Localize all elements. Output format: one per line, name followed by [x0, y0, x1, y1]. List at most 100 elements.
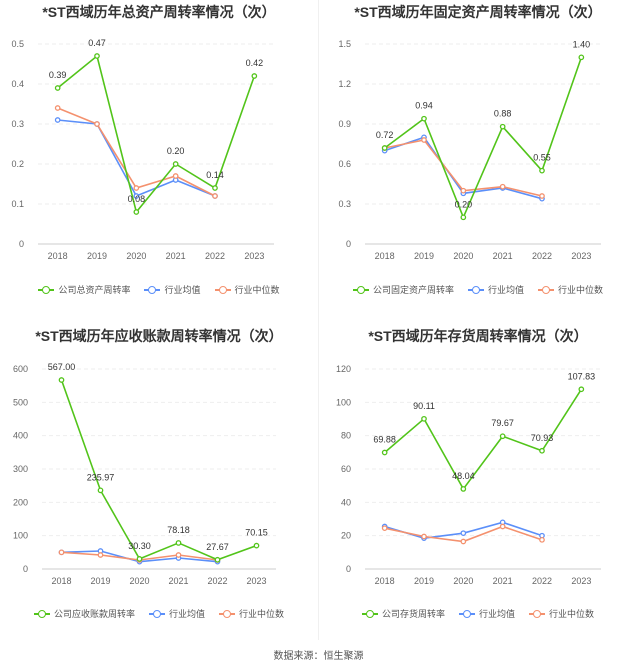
y-tick-label: 0.5 — [11, 39, 24, 49]
legend-item-company[interactable]: 公司存货周转率 — [361, 607, 445, 620]
data-point — [381, 525, 388, 532]
legend-item-industry-mean[interactable]: 行业均值 — [467, 283, 524, 296]
chart-title: *ST西域历年应收账款周转率情况（次） — [35, 328, 283, 344]
y-tick-label: 300 — [13, 464, 28, 474]
x-tick-label: 2019 — [87, 251, 107, 261]
x-tick-label: 2020 — [129, 576, 149, 586]
y-tick-label: 60 — [341, 464, 351, 474]
y-tick-label: 1.5 — [338, 39, 351, 49]
data-label: 0.55 — [533, 153, 551, 163]
data-point — [54, 117, 61, 123]
data-point — [421, 137, 427, 143]
data-point — [97, 487, 104, 494]
data-point — [175, 540, 182, 546]
series-line — [384, 388, 583, 491]
x-tick-label: 2019 — [414, 251, 434, 261]
y-tick-label: 0 — [346, 239, 351, 249]
data-point — [460, 530, 467, 537]
x-tick-label: 2022 — [532, 576, 552, 586]
chart-plot: 0 0.1 0.2 0.3 0.4 0.5 2018 2019 2020 2021 2022 2023… — [11, 38, 274, 261]
legend-item-company[interactable]: 公司总资产周转率 — [38, 283, 130, 296]
y-tick-label: 0.9 — [338, 119, 351, 129]
x-tick-label: 2023 — [571, 576, 591, 586]
data-source-footer: 数据来源：恒生聚源 — [273, 651, 364, 662]
data-label: 69.88 — [373, 435, 396, 445]
data-point — [58, 377, 65, 383]
data-point — [172, 161, 179, 167]
data-label: 0.39 — [49, 70, 67, 80]
data-label: 0.47 — [88, 38, 106, 48]
y-tick-label: 1.2 — [338, 79, 351, 89]
legend-label: 行业中位数 — [234, 285, 280, 295]
series-line — [60, 379, 257, 561]
y-tick-label: 0 — [23, 564, 28, 574]
data-point — [214, 556, 221, 563]
x-tick-label: 2021 — [493, 576, 513, 586]
data-point — [136, 556, 143, 562]
x-tick-label: 2018 — [375, 576, 395, 586]
series-line — [57, 54, 256, 214]
legend-swatch-green — [361, 609, 378, 619]
x-tick-label: 2022 — [205, 251, 225, 261]
legend-item-industry-median[interactable]: 行业中位数 — [529, 607, 594, 620]
x-tick-label: 2022 — [532, 251, 552, 261]
data-point — [94, 121, 100, 127]
legend-label: 公司固定资产周转率 — [372, 285, 454, 295]
data-label: 0.94 — [415, 101, 433, 111]
data-label: 107.83 — [568, 371, 596, 381]
y-tick-label: 0.2 — [11, 159, 24, 169]
x-tick-label: 2018 — [51, 576, 71, 586]
legend-item-industry-mean[interactable]: 行业均值 — [148, 607, 205, 620]
data-point — [578, 54, 585, 61]
data-point — [499, 433, 506, 440]
x-tick-label: 2020 — [126, 251, 146, 261]
legend-item-industry-median[interactable]: 行业中位数 — [214, 283, 280, 296]
data-point — [133, 209, 140, 215]
data-point — [94, 53, 100, 59]
data-point — [460, 214, 467, 221]
y-tick-label: 400 — [13, 431, 28, 441]
legend-item-industry-mean[interactable]: 行业均值 — [458, 607, 515, 620]
data-point — [253, 542, 260, 549]
data-point — [499, 523, 506, 530]
legend-item-company[interactable]: 公司固定资产周转率 — [352, 283, 454, 296]
y-tick-label: 20 — [341, 531, 351, 541]
series-line — [384, 139, 543, 197]
legend-swatch-blue — [148, 609, 165, 619]
x-tick-label: 2021 — [166, 251, 186, 261]
legend-item-industry-median[interactable]: 行业中位数 — [538, 283, 603, 296]
legend-item-industry-mean[interactable]: 行业均值 — [144, 283, 201, 296]
y-tick-label: 0.4 — [11, 79, 24, 89]
series-line — [57, 107, 216, 197]
chart-title: *ST西域历年存货周转率情况（次） — [368, 328, 588, 344]
chart-panel-total-asset-turnover: *ST西域历年总资产周转率情况（次） 0 0.1 0.2 0.3 0.4 0.5 2018 2… — [0, 0, 318, 320]
data-label: 0.88 — [494, 109, 512, 119]
x-tick-label: 2022 — [207, 576, 227, 586]
legend-label: 行业中位数 — [549, 609, 595, 619]
legend-item-industry-median[interactable]: 行业中位数 — [219, 607, 284, 620]
y-tick-label: 40 — [341, 497, 351, 507]
data-point — [499, 183, 506, 190]
data-point — [381, 449, 388, 456]
chart-plot: 0 100 200 300 400 500 600 2018 2019 2020 2021 2022 2… — [13, 362, 276, 586]
x-tick-label: 2019 — [90, 576, 110, 586]
data-label: 30.30 — [128, 541, 151, 551]
data-label: 235.97 — [87, 472, 115, 482]
legend-item-company[interactable]: 公司应收账款周转率 — [33, 607, 135, 620]
data-point — [539, 193, 545, 199]
data-point — [421, 115, 427, 122]
data-label: 48.04 — [452, 471, 475, 481]
y-tick-label: 120 — [336, 364, 351, 374]
legend-label: 行业均值 — [478, 609, 515, 619]
legend-label: 行业均值 — [168, 609, 205, 619]
x-tick-label: 2019 — [414, 576, 434, 586]
data-label: 567.00 — [48, 362, 76, 372]
data-point — [97, 552, 104, 558]
y-tick-label: 0 — [19, 239, 24, 249]
chart-plot: 0 0.3 0.6 0.9 1.2 1.5 2018 2019 2020 2021 2022 2023… — [338, 39, 601, 261]
x-tick-label: 2018 — [48, 251, 68, 261]
data-label: 27.67 — [206, 542, 229, 552]
y-tick-label: 100 — [13, 531, 28, 541]
data-point — [175, 552, 182, 558]
x-tick-label: 2021 — [168, 576, 188, 586]
